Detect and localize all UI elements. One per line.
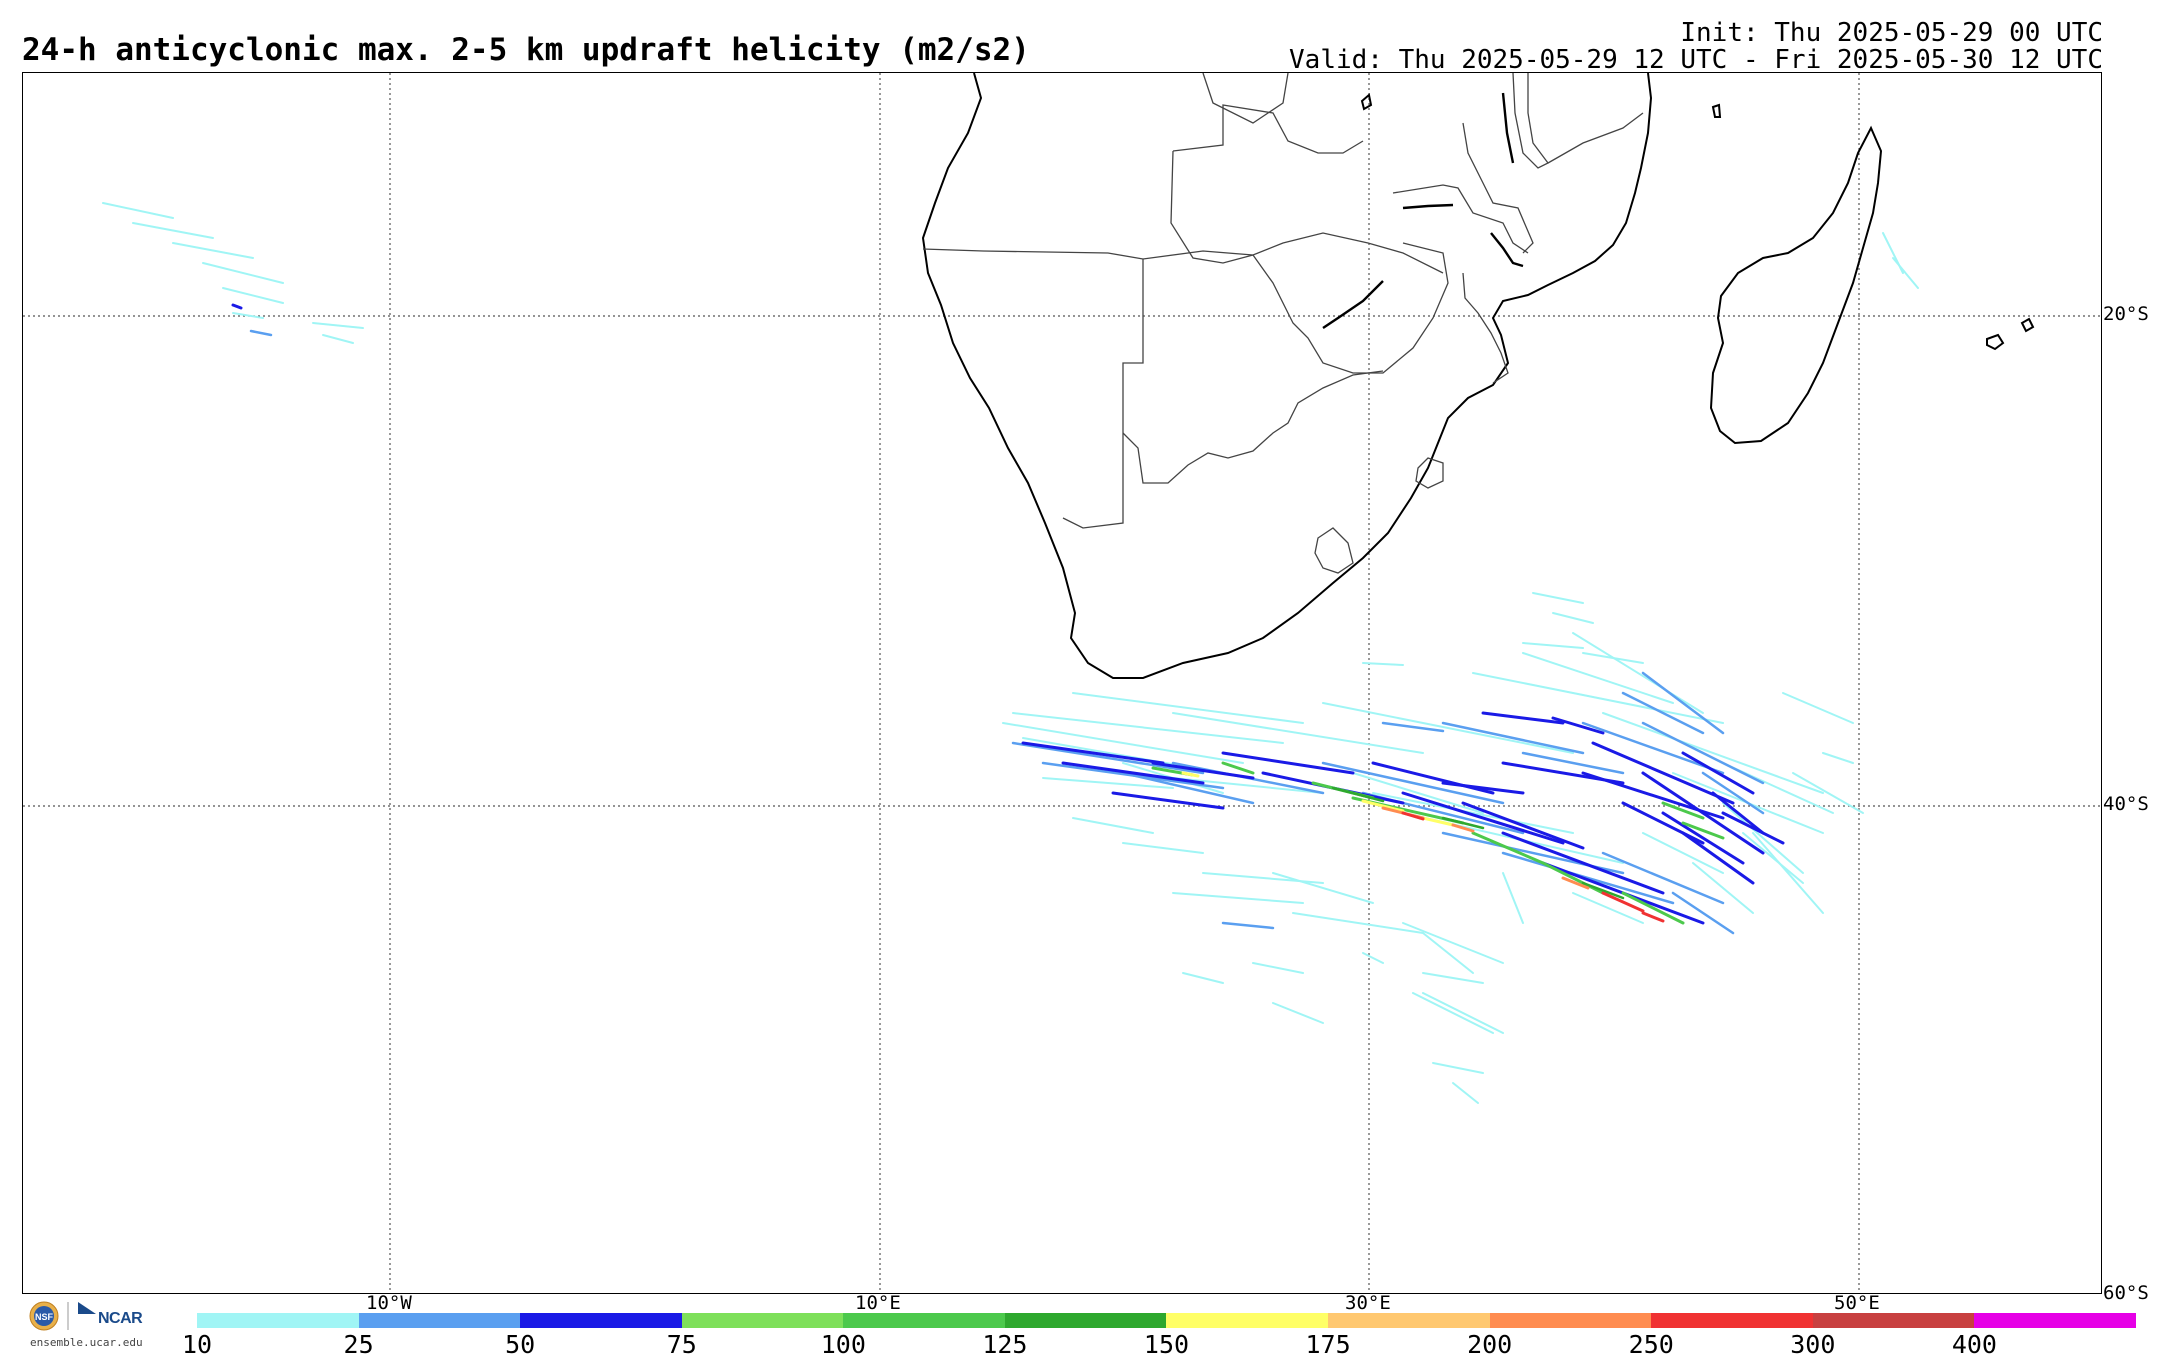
colorbar-tick-label: 400 <box>1951 1330 1997 1359</box>
lat-label-40s: 40°S <box>2103 793 2149 815</box>
colorbar-tick-label: 300 <box>1790 1330 1836 1359</box>
colorbar-tick-label: 175 <box>1305 1330 1351 1359</box>
colorbar-swatch <box>1974 1313 2136 1328</box>
lakes <box>1322 92 1524 329</box>
colorbar-swatch <box>1651 1313 1813 1328</box>
colorbar-swatch <box>197 1313 359 1328</box>
colorbar-swatch <box>1328 1313 1490 1328</box>
map-title: 24-h anticyclonic max. 2-5 km updraft he… <box>22 32 1030 68</box>
ensemble-site-label: ensemble.ucar.edu <box>30 1336 143 1349</box>
colorbar-swatch <box>1489 1313 1652 1328</box>
lat-label-20s: 20°S <box>2103 303 2149 325</box>
valid-time-info: Init: Thu 2025-05-29 00 UTC Valid: Thu 2… <box>1289 20 2103 74</box>
colorbar-tick-label: 125 <box>982 1330 1028 1359</box>
init-time: Init: Thu 2025-05-29 00 UTC <box>1680 18 2103 48</box>
colorbar-tick-label: 25 <box>343 1330 374 1359</box>
coastline <box>921 73 2035 679</box>
ncar-label: NCAR <box>98 1310 143 1327</box>
colorbar-tick-label: 50 <box>505 1330 536 1359</box>
colorbar-tick-label: 10 <box>181 1330 213 1359</box>
valid-time: Valid: Thu 2025-05-29 12 UTC - Fri 2025-… <box>1289 45 2103 75</box>
lon-label-30e: 30°E <box>1345 1292 1391 1314</box>
colorbar-tick-label: 250 <box>1628 1330 1674 1359</box>
colorbar-swatch <box>1166 1313 1329 1328</box>
svg-text:NSF: NSF <box>35 1312 54 1322</box>
colorbar-swatch <box>358 1313 521 1328</box>
map-panel[interactable] <box>22 72 2102 1294</box>
country-borders <box>922 73 1644 574</box>
lon-label-10w: 10°W <box>366 1292 412 1314</box>
colorbar-tick-label: 150 <box>1143 1330 1190 1359</box>
colorbar-swatch <box>843 1313 1005 1328</box>
nsf-ncar-logo: NSF <box>29 1301 96 1331</box>
colorbar <box>197 1313 2136 1328</box>
graticule <box>23 73 2101 1293</box>
lon-label-10e: 10°E <box>855 1292 901 1314</box>
colorbar-swatch <box>520 1313 682 1328</box>
colorbar-swatch <box>681 1313 844 1328</box>
colorbar-tick-label: 200 <box>1467 1330 1513 1359</box>
lon-label-50e: 50°E <box>1834 1292 1880 1314</box>
colorbar-tick-label: 100 <box>820 1330 866 1359</box>
helicity-swaths <box>102 202 1919 1104</box>
colorbar-swatch <box>1004 1313 1167 1328</box>
colorbar-swatch <box>1812 1313 1975 1328</box>
colorbar-tick-label: 75 <box>666 1330 697 1359</box>
map-canvas <box>23 73 2101 1293</box>
lat-label-60s: 60°S <box>2103 1282 2149 1304</box>
